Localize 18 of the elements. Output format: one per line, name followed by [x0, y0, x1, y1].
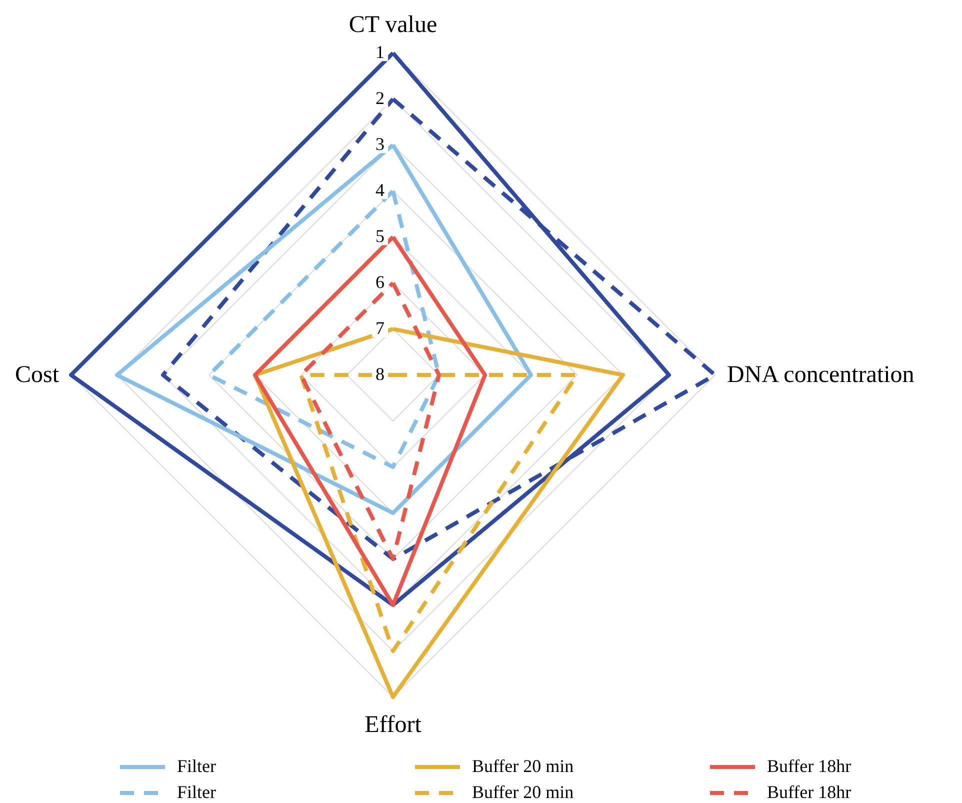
spoke-label: Cost	[14, 362, 60, 388]
y-tick-label: 8	[376, 364, 384, 384]
y-tick-label: 4	[376, 180, 384, 200]
spoke-label: DNA concentration	[727, 362, 914, 388]
y-tick-label: 5	[376, 226, 384, 246]
legend-label: Filter	[177, 756, 216, 776]
spoke-label: CT value	[348, 12, 438, 38]
legend-label: Buffer 20 min	[472, 782, 574, 802]
legend-label: Buffer 18hr	[767, 756, 852, 776]
spoke-label: Effort	[364, 712, 422, 738]
legend-label: Buffer 18hr	[767, 782, 852, 802]
y-tick-label: 6	[376, 272, 384, 292]
legend-label: Buffer 20 min	[472, 756, 574, 776]
y-tick-label: 2	[376, 88, 384, 108]
legend-label: Filter	[177, 782, 216, 802]
y-tick-label: 7	[376, 318, 384, 338]
y-tick-label: 3	[376, 134, 384, 154]
y-tick-label: 1	[376, 42, 384, 62]
